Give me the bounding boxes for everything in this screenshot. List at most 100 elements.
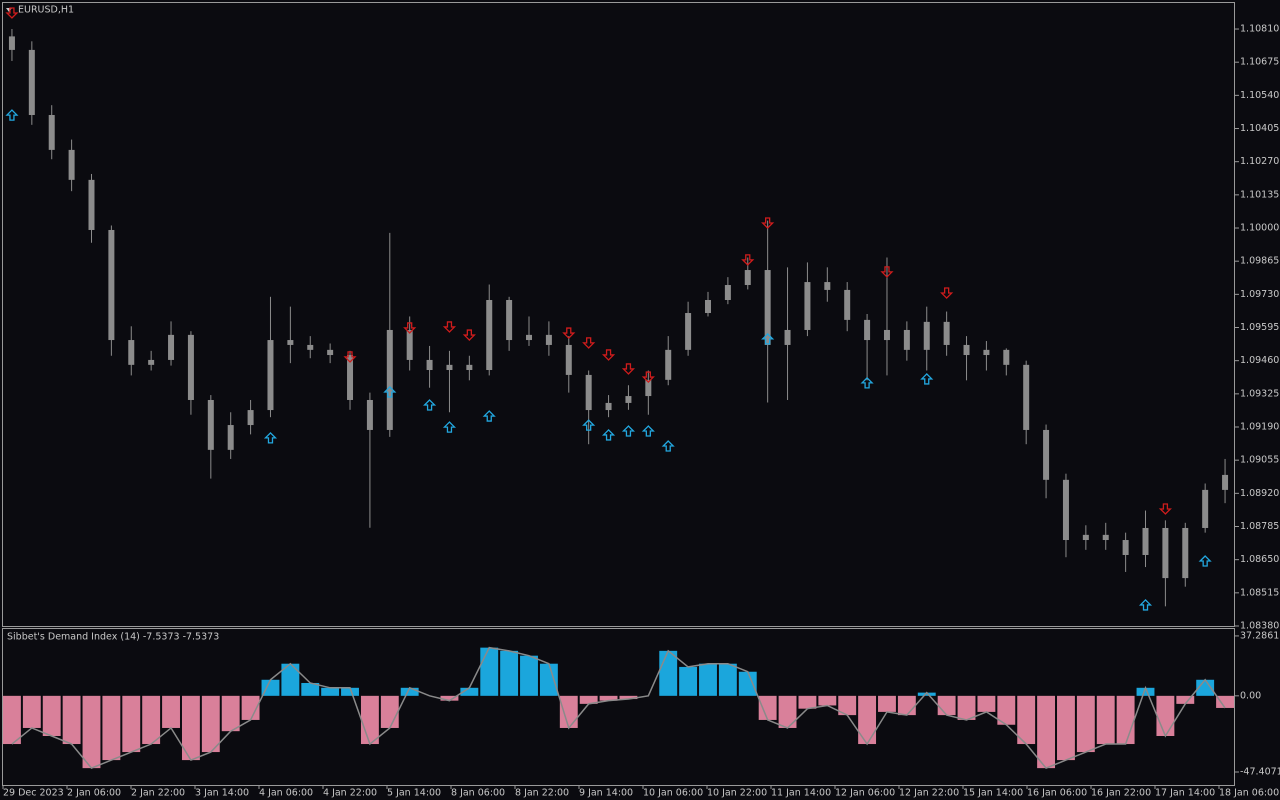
y-tick-label: -47.4071	[1240, 766, 1280, 777]
candle-body	[704, 299, 711, 314]
sell-arrow	[880, 266, 894, 278]
y-tick-label: 1.08920	[1240, 488, 1279, 499]
sell-arrow	[582, 337, 596, 349]
buy-arrow	[661, 440, 675, 452]
x-tick-label: 18 Jan 06:00	[1219, 788, 1279, 799]
demand-bar	[341, 687, 359, 696]
x-tick-label: 12 Jan 06:00	[835, 788, 895, 799]
demand-bar	[102, 695, 121, 761]
x-tick-label: 8 Jan 22:00	[515, 788, 569, 799]
demand-bar	[301, 682, 320, 696]
buy-arrow	[641, 425, 655, 437]
chart-title: EURUSD,H1	[18, 5, 74, 16]
candle-body	[605, 402, 612, 411]
y-tick-label: 1.10270	[1240, 156, 1279, 167]
y-tick-label: 1.08650	[1240, 554, 1279, 565]
candle-body	[327, 349, 334, 356]
demand-bar	[62, 695, 81, 745]
demand-bar	[440, 695, 459, 701]
sell-arrow	[761, 217, 775, 229]
demand-bar	[480, 647, 499, 696]
candle-body	[744, 270, 751, 286]
y-tick-label: 1.09055	[1240, 455, 1279, 466]
demand-bar	[122, 695, 141, 753]
sell-arrow	[641, 371, 655, 383]
x-tick-label: 16 Jan 22:00	[1091, 788, 1151, 799]
demand-bar	[699, 663, 717, 696]
x-tick-label: 16 Jan 06:00	[1027, 788, 1087, 799]
candle-body	[1222, 474, 1229, 490]
candle-body	[48, 115, 55, 150]
candle-body	[8, 36, 15, 50]
candle-body	[267, 340, 274, 411]
candle-body	[28, 49, 35, 116]
demand-bar	[679, 666, 698, 696]
demand-bar	[539, 663, 558, 696]
x-tick-label: 15 Jan 14:00	[963, 788, 1023, 799]
demand-bar	[897, 695, 916, 716]
buy-arrow	[920, 373, 934, 385]
y-tick-label: 1.08785	[1240, 521, 1279, 532]
candle-body	[903, 329, 910, 350]
y-tick-label: 1.10675	[1240, 57, 1279, 68]
main-frame	[2, 2, 1235, 627]
x-tick-label: 2 Jan 22:00	[131, 788, 185, 799]
indicator-title: Sibbet's Demand Index (14) -7.5373 -7.53…	[7, 632, 219, 643]
candle-body	[526, 334, 533, 341]
candle-body	[645, 379, 652, 397]
sell-arrow	[5, 7, 19, 19]
demand-bar	[778, 695, 797, 728]
y-tick-label: 1.09595	[1240, 322, 1279, 333]
y-tick-label: 1.08515	[1240, 587, 1279, 598]
demand-bar	[838, 695, 857, 716]
demand-bar	[818, 695, 837, 706]
sell-arrow	[1158, 503, 1172, 515]
x-tick-label: 2 Jan 06:00	[67, 788, 121, 799]
y-tick-label: 1.09730	[1240, 289, 1279, 300]
demand-bar	[82, 695, 101, 769]
y-tick-label: 1.10405	[1240, 123, 1279, 134]
candle-body	[247, 410, 254, 426]
buy-arrow	[442, 421, 457, 433]
demand-bar	[937, 695, 956, 716]
sell-arrow	[562, 327, 576, 339]
x-tick-label: 8 Jan 06:00	[451, 788, 505, 799]
candle-body	[347, 355, 354, 400]
demand-bar	[261, 679, 280, 696]
y-tick-label: 1.10810	[1240, 24, 1279, 35]
candle-body	[506, 299, 513, 341]
candle-body	[108, 229, 115, 341]
sell-arrow	[601, 349, 616, 361]
candle-body	[1043, 429, 1050, 480]
candle-body	[1122, 540, 1129, 556]
candle-body	[685, 313, 692, 350]
candle-body	[625, 396, 632, 403]
buy-arrow	[761, 332, 775, 345]
candle-body	[864, 319, 871, 341]
y-tick-label: 0.00	[1240, 690, 1261, 701]
demand-bar	[997, 695, 1016, 725]
candle-body	[187, 334, 194, 400]
demand-bar	[1176, 695, 1195, 704]
demand-bar	[201, 695, 220, 753]
candle-body	[486, 299, 493, 371]
candle-body	[963, 344, 970, 356]
demand-bar	[1216, 695, 1234, 708]
x-tick-label: 29 Dec 2023	[3, 788, 64, 799]
candle-body	[207, 399, 214, 450]
y-tick-label: 1.09865	[1240, 256, 1279, 267]
demand-line	[11, 646, 1226, 770]
candle-body	[804, 282, 811, 330]
demand-bar	[221, 695, 240, 732]
demand-bar	[858, 695, 877, 745]
x-tick-label: 4 Jan 06:00	[259, 788, 313, 799]
buy-arrow	[601, 429, 616, 441]
demand-bar	[22, 695, 41, 728]
candle-body	[426, 359, 433, 371]
y-tick-label: 1.08380	[1240, 621, 1279, 632]
candle-body	[148, 359, 155, 365]
demand-bar	[1057, 695, 1075, 761]
candle-body	[844, 289, 851, 320]
buy-arrow	[423, 399, 437, 411]
